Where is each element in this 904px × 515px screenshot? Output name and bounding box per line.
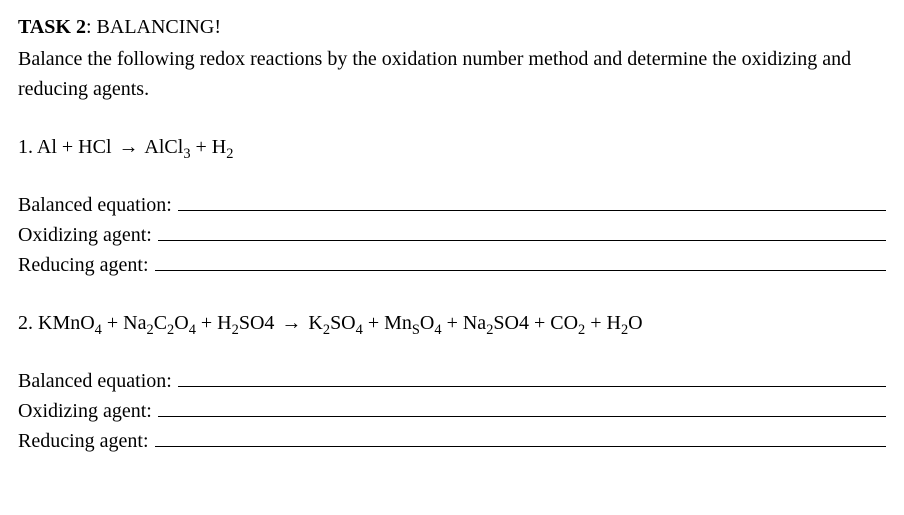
reducing-label: Reducing agent: xyxy=(18,250,155,280)
q2-t14: O xyxy=(628,312,642,334)
task-title-line: TASK 2: BALANCING! xyxy=(18,12,886,42)
q2-reducing-row: Reducing agent: xyxy=(18,426,886,456)
q2-s4: 4 xyxy=(189,322,196,338)
q1-s1: 3 xyxy=(183,146,190,162)
q1-number: 1. xyxy=(18,136,37,158)
balanced-label: Balanced equation: xyxy=(18,366,178,396)
q1-oxidizing-blank[interactable] xyxy=(158,220,886,241)
q2-s9: S xyxy=(412,322,420,338)
q2-s8: 4 xyxy=(356,322,363,338)
q2-number: 2. xyxy=(18,312,38,334)
q1-s2: 2 xyxy=(226,146,233,162)
arrow-icon: → xyxy=(279,312,303,334)
oxidizing-label: Oxidizing agent: xyxy=(18,396,158,426)
q1-equation: 1. Al + HCl → AlCl3 + H2 xyxy=(18,132,886,162)
q2-t3: C xyxy=(154,312,167,334)
q2-t7: K xyxy=(303,312,322,334)
q2-t5: + H xyxy=(196,312,232,334)
q1-balanced-row: Balanced equation: xyxy=(18,190,886,220)
q2-oxidizing-blank[interactable] xyxy=(158,396,886,417)
q2-s10: 4 xyxy=(434,322,441,338)
q1-reducing-blank[interactable] xyxy=(155,250,886,271)
q2-s7: 2 xyxy=(323,322,330,338)
q2-t4: O xyxy=(174,312,188,334)
task-title: : BALANCING! xyxy=(86,16,221,38)
q2-t13: + H xyxy=(585,312,621,334)
q1-answers-block: Balanced equation: Oxidizing agent: Redu… xyxy=(18,190,886,280)
q2-oxidizing-row: Oxidizing agent: xyxy=(18,396,886,426)
q2-answers-block: Balanced equation: Oxidizing agent: Redu… xyxy=(18,366,886,456)
balanced-label: Balanced equation: xyxy=(18,190,178,220)
task-label: TASK 2 xyxy=(18,16,86,38)
q2-s1: 4 xyxy=(95,322,102,338)
q1-t3: + H xyxy=(191,136,227,158)
arrow-icon: → xyxy=(117,136,141,158)
q2-t6: SO4 xyxy=(239,312,280,334)
q1-t2: AlCl xyxy=(141,136,184,158)
q2-t9: + Mn xyxy=(363,312,412,334)
q2-t1: KMnO xyxy=(38,312,95,334)
q2-t8: SO xyxy=(330,312,356,334)
task-instructions: Balance the following redox reactions by… xyxy=(18,44,886,104)
q2-t10: O xyxy=(420,312,434,334)
q1-t1: Al + HCl xyxy=(37,136,117,158)
q2-s5: 2 xyxy=(232,322,239,338)
q2-balanced-blank[interactable] xyxy=(178,366,886,387)
q2-t12: SO4 + CO xyxy=(493,312,578,334)
q2-balanced-row: Balanced equation: xyxy=(18,366,886,396)
oxidizing-label: Oxidizing agent: xyxy=(18,220,158,250)
reducing-label: Reducing agent: xyxy=(18,426,155,456)
q2-t2: + Na xyxy=(102,312,147,334)
q1-oxidizing-row: Oxidizing agent: xyxy=(18,220,886,250)
q2-equation: 2. KMnO4 + Na2C2O4 + H2SO4 → K2SO4 + MnS… xyxy=(18,308,886,338)
q1-balanced-blank[interactable] xyxy=(178,190,886,211)
q1-reducing-row: Reducing agent: xyxy=(18,250,886,280)
q2-reducing-blank[interactable] xyxy=(155,426,886,447)
q2-s2: 2 xyxy=(146,322,153,338)
q2-t11: + Na xyxy=(442,312,487,334)
